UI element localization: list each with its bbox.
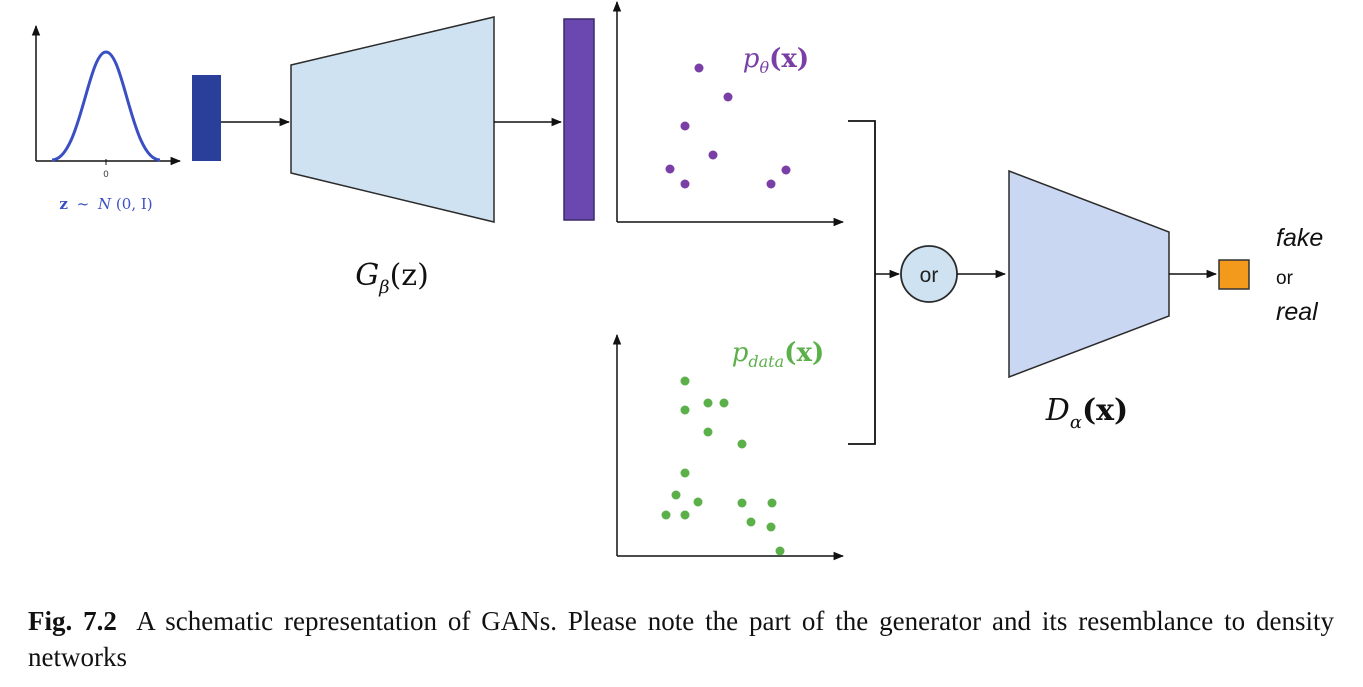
- model-point: [766, 179, 776, 189]
- latent-vector-block: [192, 75, 221, 161]
- data-distribution-label: pdata(x): [732, 338, 825, 371]
- output-or-label: or: [1276, 268, 1294, 289]
- model-point: [723, 92, 733, 102]
- data-point: [766, 522, 776, 532]
- figure-caption: Fig. 7.2 A schematic representation of G…: [28, 603, 1334, 675]
- data-point: [671, 490, 681, 500]
- data-point: [680, 468, 690, 478]
- prior-plot: 0 z ~ N (0, I): [31, 24, 182, 213]
- data-point: [703, 427, 713, 437]
- model-points: [665, 63, 791, 189]
- data-point: [693, 497, 703, 507]
- model-point: [694, 63, 704, 73]
- data-points: [661, 376, 785, 556]
- data-point: [746, 517, 756, 527]
- data-point: [703, 398, 713, 408]
- generator-label: Gβ(z): [355, 258, 429, 298]
- discriminator-network: [1008, 169, 1170, 379]
- caption-label: Fig. 7.2: [28, 606, 117, 636]
- model-point: [781, 165, 791, 175]
- data-point: [680, 376, 690, 386]
- output-real-label: real: [1276, 298, 1319, 326]
- model-distribution-label: pθ(x): [743, 44, 809, 77]
- model-distribution-plot: pθ(x): [612, 0, 845, 227]
- data-point: [680, 405, 690, 415]
- gan-diagram: 0 z ~ N (0, I) Gβ(z) pθ(x): [31, 0, 1323, 561]
- model-point: [665, 164, 675, 174]
- data-point: [775, 546, 785, 556]
- data-point: [737, 498, 747, 508]
- prior-zero-label: 0: [103, 170, 109, 180]
- data-point: [661, 510, 671, 520]
- prior-label: z ~ N (0, I): [59, 195, 152, 213]
- or-node-label: or: [920, 264, 939, 287]
- gaussian-curve: [51, 50, 161, 162]
- output-block: [1218, 259, 1250, 290]
- data-point: [737, 439, 747, 449]
- model-point: [680, 179, 690, 189]
- data-point: [719, 398, 729, 408]
- generator-network: [290, 16, 495, 223]
- caption-text: A schematic representation of GANs. Plea…: [28, 606, 1334, 672]
- generated-sample-block: [563, 18, 595, 221]
- merge-bracket: [848, 120, 876, 445]
- data-point: [680, 510, 690, 520]
- model-point: [680, 121, 690, 131]
- discriminator-label: Dα(x): [1045, 393, 1129, 433]
- model-point: [708, 150, 718, 160]
- data-distribution-plot: pdata(x): [612, 333, 845, 561]
- data-point: [767, 498, 777, 508]
- output-fake-label: fake: [1276, 224, 1323, 252]
